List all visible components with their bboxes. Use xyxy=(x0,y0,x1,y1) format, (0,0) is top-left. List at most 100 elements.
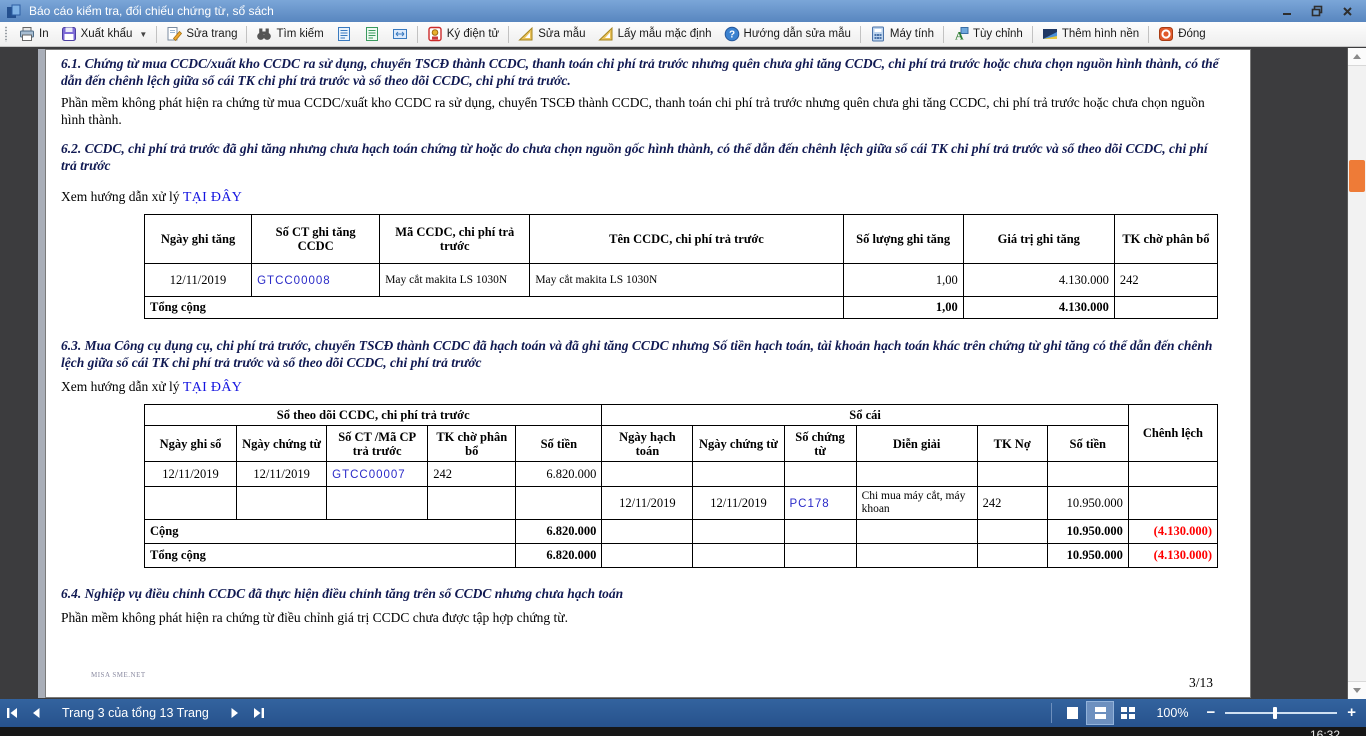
ledger-comparison-table: Sổ theo dõi CCDC, chi phí trả trước Sổ c… xyxy=(143,404,1219,568)
chevron-down-icon: ▼ xyxy=(139,29,148,39)
empty-cell xyxy=(692,543,785,568)
t1-name-cell: May cắt makita LS 1030N xyxy=(529,263,844,297)
page-view-green-button[interactable] xyxy=(358,24,386,44)
zoom-slider: − + xyxy=(1206,704,1356,721)
t2-group-header-general-ledger: Sổ cái xyxy=(601,404,1129,426)
close-report-button[interactable]: Đóng xyxy=(1152,24,1212,44)
export-save-icon xyxy=(61,26,77,42)
guide-link-6-2[interactable]: TẠI ĐÂY xyxy=(182,190,243,205)
customize-label: Tùy chỉnh xyxy=(972,28,1023,40)
empty-cell xyxy=(601,519,694,544)
status-bar: Trang 3 của tổng 13 Trang 100% − xyxy=(0,699,1366,727)
edit-page-label: Sửa trang xyxy=(186,28,238,40)
zoom-in-button[interactable]: + xyxy=(1347,704,1356,721)
zoom-slider-handle[interactable] xyxy=(1273,707,1278,719)
taskbar-edge: 16:32 xyxy=(0,727,1366,736)
zoom-level: 100% xyxy=(1156,706,1189,720)
multiple-pages-view-button[interactable] xyxy=(1114,701,1142,725)
search-button[interactable]: Tìm kiếm xyxy=(250,24,329,44)
restore-button[interactable] xyxy=(1310,5,1324,17)
empty-cell xyxy=(783,461,857,487)
export-button[interactable]: Xuất khẩu ▼ xyxy=(55,24,154,44)
t2-amount-cell: 10.950.000 xyxy=(1046,486,1129,520)
digital-signature-label: Ký điện tử xyxy=(446,28,500,40)
t1-header: Số lượng ghi tăng xyxy=(842,214,964,264)
zoom-out-button[interactable]: − xyxy=(1206,704,1216,721)
guide-link-6-3[interactable]: TẠI ĐÂY xyxy=(182,380,243,395)
report-page: 6.1. Chứng từ mua CCDC/xuất kho CCDC ra … xyxy=(45,49,1251,698)
toolbar-separator xyxy=(156,25,158,43)
empty-cell xyxy=(855,461,978,487)
section-6-4-body: Phần mềm không phát hiện ra chứng từ điề… xyxy=(61,610,568,625)
toolbar-separator xyxy=(416,25,418,43)
close-button[interactable] xyxy=(1340,5,1354,17)
page-view-blue-button[interactable] xyxy=(330,24,358,44)
page-navigation-text: Trang 3 của tổng 13 Trang xyxy=(62,706,209,720)
t2-date-cell: 12/11/2019 xyxy=(236,461,328,487)
ccdc-increase-table: Ngày ghi tăng Số CT ghi tăng CCDC Mã CCD… xyxy=(143,214,1219,319)
t2-header: Số tiền xyxy=(515,425,603,462)
t1-value-cell: 4.130.000 xyxy=(962,263,1115,297)
first-page-button[interactable] xyxy=(0,702,24,724)
report-toolbar: In Xuất khẩu ▼ Sửa trang Tìm kiếm xyxy=(0,22,1366,47)
t2-voucher-cell: GTCC00007 xyxy=(326,461,429,487)
empty-cell xyxy=(1127,486,1219,520)
calculator-icon xyxy=(870,26,886,42)
continuous-view-button[interactable] xyxy=(1086,701,1115,725)
section-6-3-guide-line: Xem hướng dẫn xử lý TẠI ĐÂY xyxy=(61,379,961,396)
customize-icon: A xyxy=(953,26,969,42)
section-6-1-body: Phần mềm không phát hiện ra chứng từ mua… xyxy=(61,95,1205,127)
t2-total-left: 6.820.000 xyxy=(515,543,603,568)
triangle-down-icon xyxy=(1353,688,1361,693)
add-background-button[interactable]: Thêm hình nền xyxy=(1036,24,1145,44)
t2-header: Số chứng từ xyxy=(783,425,857,462)
guide-prefix: Xem hướng dẫn xử lý xyxy=(61,379,180,394)
previous-page-button[interactable] xyxy=(24,702,48,724)
print-button[interactable]: In xyxy=(13,24,55,44)
scrollbar-thumb[interactable] xyxy=(1349,160,1365,192)
t1-qty-cell: 1,00 xyxy=(842,263,964,297)
digital-signature-button[interactable]: Ký điện tử xyxy=(421,24,505,44)
t2-account-cell: 242 xyxy=(427,461,517,487)
t1-header: Số CT ghi tăng CCDC xyxy=(251,214,381,264)
vertical-scrollbar[interactable] xyxy=(1347,48,1366,699)
t2-header: Số tiền xyxy=(1046,425,1129,462)
empty-cell xyxy=(515,486,603,520)
digital-signature-icon xyxy=(427,26,443,42)
title-bar: Báo cáo kiểm tra, đối chiếu chứng từ, sổ… xyxy=(0,0,1366,22)
zoom-slider-track[interactable] xyxy=(1225,707,1338,719)
voucher-link-pc178[interactable]: PC178 xyxy=(789,497,830,510)
scroll-down-button[interactable] xyxy=(1348,681,1366,699)
t2-group-header-tracking-book: Sổ theo dõi CCDC, chi phí trả trước xyxy=(143,404,603,426)
empty-cell xyxy=(692,461,785,487)
edit-page-button[interactable]: Sửa trang xyxy=(160,24,243,44)
customize-button[interactable]: A Tùy chỉnh xyxy=(947,24,1029,44)
calculator-button[interactable]: Máy tính xyxy=(864,24,940,44)
default-template-button[interactable]: Lấy mẫu mặc định xyxy=(592,24,718,44)
empty-cell xyxy=(1113,296,1219,319)
scroll-up-button[interactable] xyxy=(1348,48,1366,66)
edit-template-button[interactable]: Sửa mẫu xyxy=(512,24,591,44)
voucher-link-gtcc00008[interactable]: GTCC00008 xyxy=(257,274,331,287)
last-page-button[interactable] xyxy=(247,702,271,724)
template-help-button[interactable]: ? Hướng dẫn sửa mẫu xyxy=(718,24,857,44)
single-page-view-button[interactable] xyxy=(1058,701,1086,725)
template-help-label: Hướng dẫn sửa mẫu xyxy=(743,28,851,40)
t2-header: Ngày hạch toán xyxy=(601,425,694,462)
toolbar-separator xyxy=(859,25,861,43)
t2-subtotal-diff: (4.130.000) xyxy=(1127,519,1219,544)
page-width-button[interactable] xyxy=(386,24,414,44)
voucher-link-gtcc00007[interactable]: GTCC00007 xyxy=(332,468,406,481)
section-6-3-heading: 6.3. Mua Công cụ dụng cụ, chi phí trả tr… xyxy=(61,338,1213,370)
t2-subtotal-left: 6.820.000 xyxy=(515,519,603,544)
t2-date-cell: 12/11/2019 xyxy=(692,486,785,520)
t1-account-cell: 242 xyxy=(1113,263,1219,297)
next-page-button[interactable] xyxy=(223,702,247,724)
t2-date-cell: 12/11/2019 xyxy=(143,461,238,487)
toolbar-separator xyxy=(508,25,510,43)
minimize-button[interactable] xyxy=(1280,5,1294,17)
background-image-icon xyxy=(1042,26,1058,42)
t2-total-label: Tổng cộng xyxy=(143,543,517,568)
section-6-1-heading: 6.1. Chứng từ mua CCDC/xuất kho CCDC ra … xyxy=(61,56,1219,88)
section-6-4-heading: 6.4. Nghiệp vụ điều chỉnh CCDC đã thực h… xyxy=(61,586,624,601)
